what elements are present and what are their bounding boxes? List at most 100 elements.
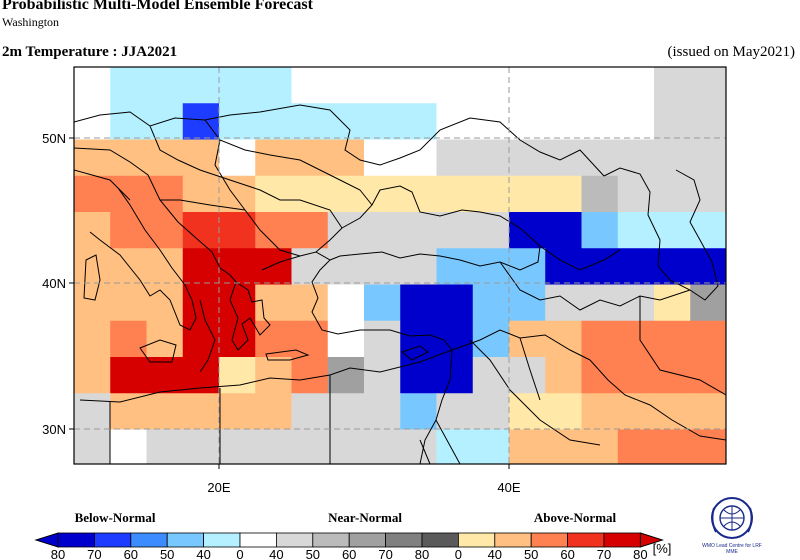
coastline-sardinia	[83, 254, 101, 301]
grid-cell	[436, 357, 474, 394]
grid-cell	[763, 248, 800, 285]
coastline-aegean-turkey	[261, 251, 453, 351]
grid-cell	[219, 393, 256, 430]
map-subtitle: Washington	[2, 15, 60, 29]
grid-cell	[436, 103, 474, 140]
grid-cell	[255, 357, 292, 394]
colorbar	[34, 532, 665, 548]
grid-cell	[400, 67, 437, 104]
grid-cell	[146, 248, 184, 285]
grid-cell	[654, 357, 691, 394]
colorbar-tick-label: 40	[488, 547, 502, 560]
grid-cell	[472, 284, 510, 322]
colorbar-tick-label: 60	[342, 547, 356, 560]
grid-cell	[763, 466, 800, 503]
grid-cell	[364, 393, 401, 430]
grid-cell	[364, 248, 401, 285]
colorbar-unit: [%]	[653, 541, 672, 556]
coastline-italy	[89, 187, 197, 331]
grid-cell	[291, 67, 329, 104]
colorbar-segment	[421, 532, 459, 548]
grid-cell	[400, 175, 437, 213]
colorbar-tick-label: 40	[196, 547, 210, 560]
colorbar-segment	[57, 532, 95, 548]
grid-cell	[74, 393, 111, 430]
grid-cell	[472, 393, 510, 430]
grid-cell	[654, 284, 691, 322]
grid-cell	[110, 357, 147, 394]
colorbar-segment	[530, 532, 569, 548]
grid-cell	[654, 67, 691, 104]
grid-cell	[291, 393, 329, 430]
grid-cell	[255, 103, 292, 140]
issued-date: (issued on May2021)	[667, 44, 796, 60]
grid-cell	[763, 285, 800, 322]
grid-cell	[581, 393, 619, 430]
grid-cell	[110, 429, 147, 464]
grid-cell	[617, 212, 655, 249]
colorbar-segment	[239, 532, 277, 548]
colorbar-tick-label: 50	[160, 547, 174, 560]
grid-cell	[582, 466, 619, 503]
grid-cell	[74, 466, 111, 503]
grid-cell	[327, 67, 365, 104]
grid-cell	[545, 175, 582, 213]
grid-cell	[110, 466, 147, 503]
grid-cell	[690, 466, 727, 503]
grid-cell	[400, 393, 437, 430]
grid-cell	[472, 175, 510, 213]
grid-cell	[219, 357, 256, 394]
grid-cell	[219, 139, 256, 177]
grid-cell	[400, 357, 437, 394]
grid-cell	[291, 429, 329, 464]
grid-cell	[690, 357, 726, 394]
grid-cell	[763, 103, 800, 140]
grid-cell	[763, 357, 800, 394]
grid-cell	[182, 429, 220, 464]
grid-cell	[400, 103, 437, 140]
grid-cell	[581, 67, 619, 104]
colorbar-tick-label: 70	[597, 547, 611, 560]
grid-cell	[74, 139, 111, 177]
grid-cell	[74, 175, 111, 213]
grid-cell	[509, 320, 546, 358]
coastline-red-sea	[419, 419, 461, 464]
grid-cell	[327, 175, 365, 213]
grid-cell	[400, 212, 437, 249]
grid-cell	[581, 320, 619, 358]
lat-label-50n: 50N	[42, 131, 66, 146]
grid-cell	[110, 212, 147, 249]
grid-cell	[436, 175, 474, 213]
grid-cell	[110, 284, 147, 322]
grid-cell	[509, 429, 546, 464]
grid-cell	[509, 67, 546, 104]
grid-cell	[472, 212, 510, 249]
wmo-logo	[711, 497, 753, 539]
borders-europe	[74, 104, 605, 257]
lat-lon-gridlines	[74, 67, 726, 464]
wmo-laurel-icon	[711, 507, 753, 533]
grid-cell	[364, 212, 401, 249]
grid-cell	[74, 284, 111, 322]
coastline-crete	[265, 349, 310, 361]
grid-cell	[690, 139, 726, 177]
grid-cell	[400, 429, 437, 464]
grid-cell	[545, 466, 582, 503]
grid-cell	[74, 103, 111, 140]
grid-cell	[364, 103, 401, 140]
grid-cell	[509, 103, 546, 140]
grid-cell	[472, 429, 510, 464]
grid-cell	[727, 393, 764, 430]
grid-cell	[509, 284, 546, 322]
grid-cell	[654, 103, 691, 140]
grid-cell	[727, 285, 764, 322]
colorbar-tick-label: 50	[524, 547, 538, 560]
grid-cell	[255, 320, 292, 358]
grid-cell	[219, 103, 256, 140]
wmo-globe-lines	[720, 506, 744, 530]
lat-label-30n: 30N	[42, 422, 66, 437]
grid-cell	[727, 212, 764, 249]
grid-cell	[690, 175, 726, 213]
grid-cell	[763, 176, 800, 213]
grid-cell	[727, 248, 764, 285]
